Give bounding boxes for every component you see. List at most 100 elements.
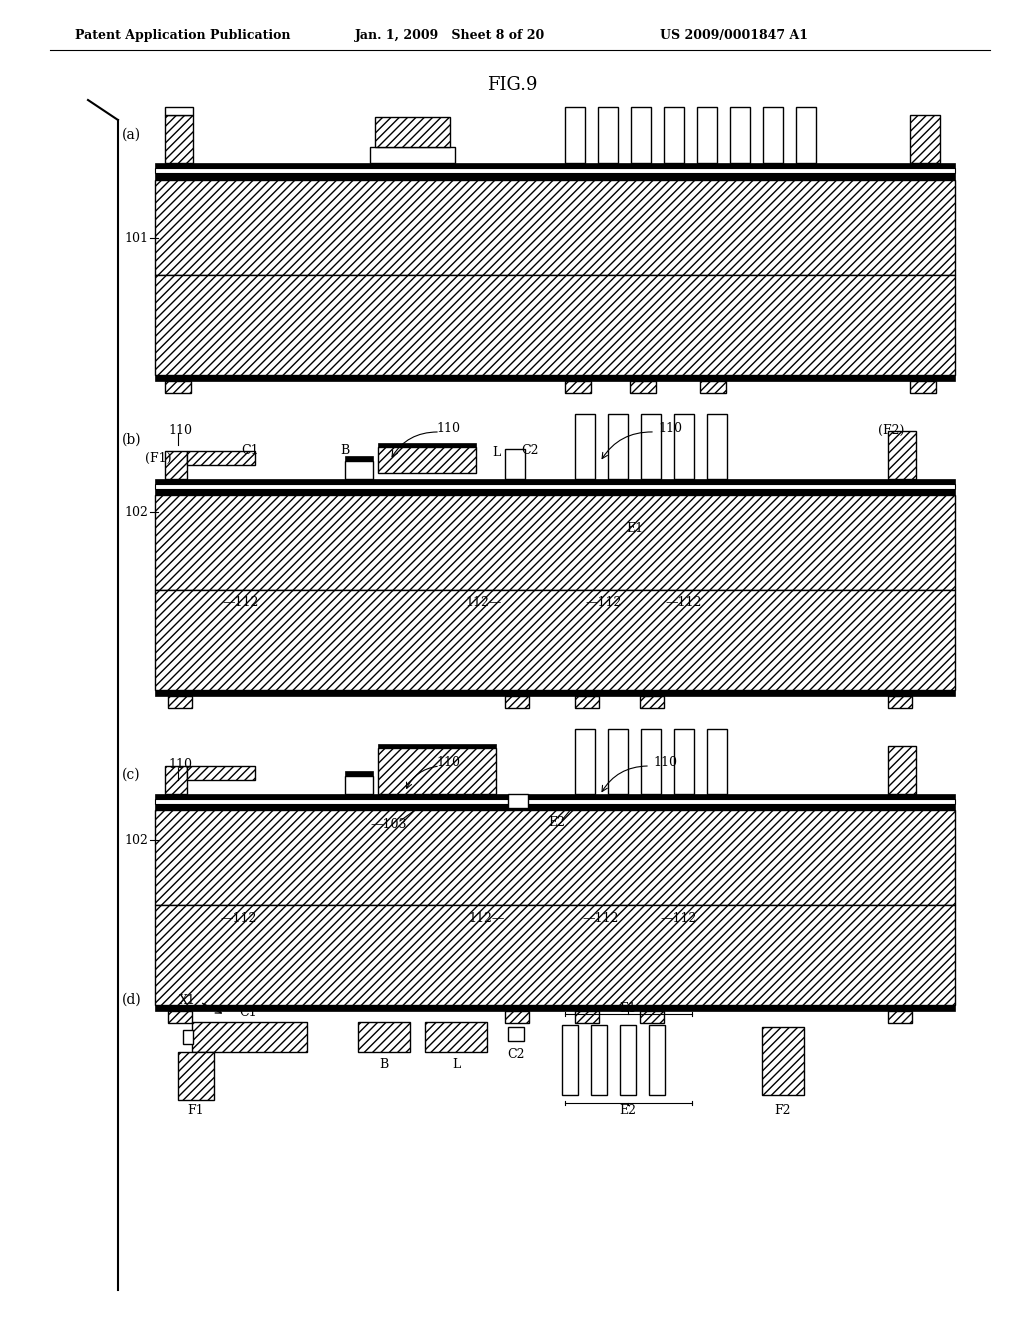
Text: 110: 110 xyxy=(168,759,193,771)
Bar xyxy=(888,432,916,479)
Text: C1: C1 xyxy=(242,445,259,458)
Bar xyxy=(762,1027,804,1096)
Text: Patent Application Publication: Patent Application Publication xyxy=(75,29,291,41)
Text: B: B xyxy=(379,1057,389,1071)
Text: C2: C2 xyxy=(507,1048,524,1061)
Text: (F1): (F1) xyxy=(145,451,171,465)
Text: —112: —112 xyxy=(665,595,701,609)
Bar xyxy=(358,1022,410,1052)
Bar xyxy=(155,168,955,173)
Bar xyxy=(155,488,955,495)
Bar xyxy=(345,776,373,795)
Bar xyxy=(165,766,187,795)
Text: US 2009/0001847 A1: US 2009/0001847 A1 xyxy=(660,29,808,41)
Bar xyxy=(565,107,585,162)
Bar xyxy=(155,162,955,168)
Text: 102: 102 xyxy=(124,833,148,846)
Bar xyxy=(707,729,727,795)
Bar xyxy=(155,795,955,799)
Bar xyxy=(674,414,694,479)
Text: 110: 110 xyxy=(653,755,677,768)
Bar xyxy=(183,1030,193,1044)
Bar xyxy=(345,455,373,461)
Bar xyxy=(664,107,684,162)
Bar xyxy=(193,1022,307,1052)
Bar xyxy=(155,906,955,1005)
Bar xyxy=(168,696,193,708)
Bar xyxy=(640,1011,664,1023)
Bar xyxy=(565,381,591,393)
Text: L: L xyxy=(452,1057,460,1071)
Text: FIG.9: FIG.9 xyxy=(486,77,538,94)
Bar xyxy=(155,495,955,590)
Text: —112: —112 xyxy=(220,912,256,924)
Bar xyxy=(178,1052,214,1100)
Bar xyxy=(649,1026,665,1096)
Bar xyxy=(168,1011,193,1023)
Bar xyxy=(155,804,955,810)
Bar xyxy=(155,810,955,906)
Text: (b): (b) xyxy=(122,433,141,447)
Bar xyxy=(910,115,940,162)
Text: 110: 110 xyxy=(436,421,460,434)
Bar xyxy=(155,690,955,696)
Bar xyxy=(155,590,955,690)
Bar xyxy=(598,107,618,162)
Bar xyxy=(165,107,193,115)
Bar xyxy=(575,696,599,708)
Text: L: L xyxy=(492,446,500,458)
Bar xyxy=(155,375,955,381)
Bar xyxy=(608,414,628,479)
Text: 110: 110 xyxy=(168,424,193,437)
Text: (a): (a) xyxy=(122,128,141,143)
Bar xyxy=(707,414,727,479)
Bar xyxy=(155,799,955,804)
Bar xyxy=(155,484,955,488)
Text: 110: 110 xyxy=(436,755,460,768)
Bar xyxy=(155,479,955,484)
Text: 112—: 112— xyxy=(469,912,505,924)
Bar xyxy=(575,729,595,795)
Text: (c): (c) xyxy=(122,768,140,781)
Text: 112—: 112— xyxy=(466,595,502,609)
Bar xyxy=(763,107,783,162)
Bar xyxy=(641,414,662,479)
Text: (d): (d) xyxy=(122,993,141,1007)
Bar xyxy=(155,173,955,180)
Bar xyxy=(630,381,656,393)
Text: C1: C1 xyxy=(240,1006,257,1019)
Bar xyxy=(155,180,955,275)
Text: —112: —112 xyxy=(585,595,622,609)
Bar xyxy=(608,729,628,795)
Bar xyxy=(730,107,750,162)
Bar xyxy=(165,115,193,162)
Bar xyxy=(187,766,255,780)
Bar xyxy=(674,729,694,795)
Bar xyxy=(631,107,651,162)
Text: E2: E2 xyxy=(620,1104,637,1117)
Text: —112: —112 xyxy=(582,912,618,924)
Bar xyxy=(378,447,476,473)
Bar xyxy=(508,795,528,808)
Text: 102: 102 xyxy=(124,506,148,519)
Bar xyxy=(640,696,664,708)
Bar xyxy=(375,117,450,147)
Bar xyxy=(165,451,187,479)
Bar xyxy=(155,1005,955,1011)
Text: —103: —103 xyxy=(370,817,407,830)
Bar xyxy=(796,107,816,162)
Bar xyxy=(575,1011,599,1023)
Bar xyxy=(155,275,955,375)
Bar xyxy=(505,1011,529,1023)
Bar xyxy=(888,746,916,795)
Text: E2: E2 xyxy=(548,816,565,829)
Text: —112: —112 xyxy=(660,912,696,924)
Bar xyxy=(591,1026,607,1096)
Text: —112: —112 xyxy=(222,595,258,609)
Bar xyxy=(345,771,373,776)
Text: F1: F1 xyxy=(187,1104,205,1117)
Bar xyxy=(370,147,455,162)
Bar xyxy=(345,461,373,479)
Text: F2: F2 xyxy=(775,1104,792,1117)
Bar xyxy=(910,381,936,393)
